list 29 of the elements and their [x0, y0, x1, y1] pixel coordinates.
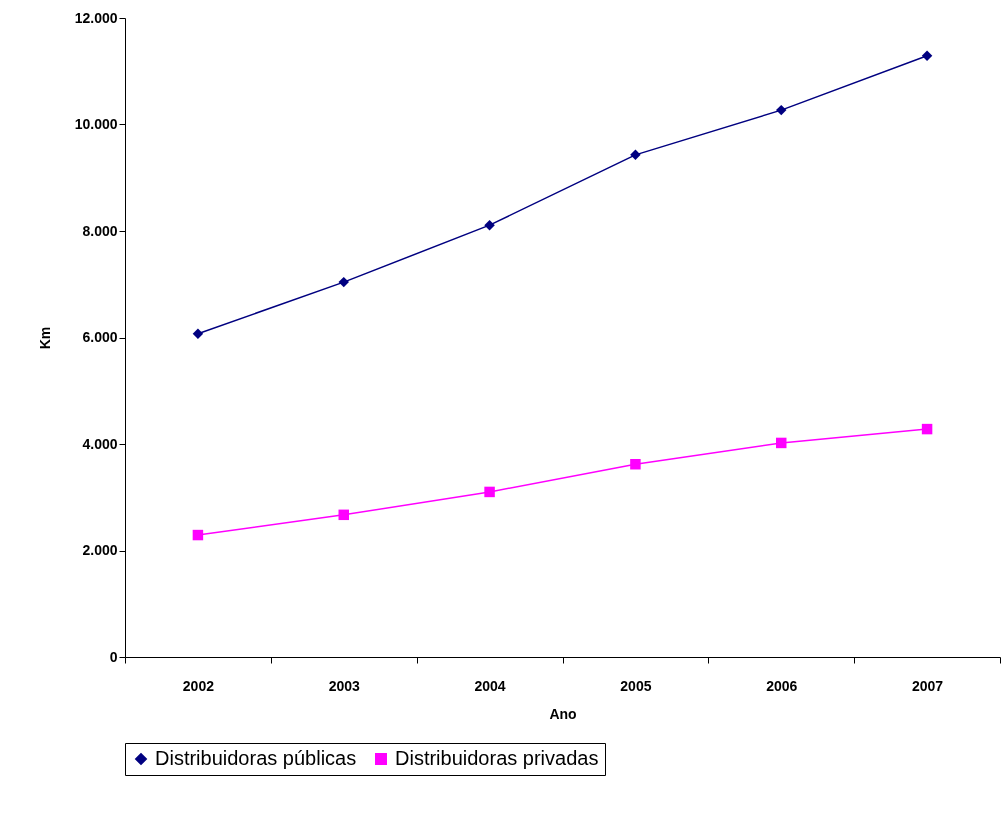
point — [776, 104, 787, 116]
point — [338, 509, 349, 521]
y-tick-label: 12.000 — [74, 9, 118, 26]
x-axis-title: Ano — [549, 705, 577, 722]
legend-label: Distribuidoras públicas — [155, 747, 357, 769]
y-tick-label: 10.000 — [74, 116, 118, 132]
point — [776, 437, 787, 449]
x-tick-label: 2007 — [912, 677, 944, 694]
y-tick-label: 0 — [109, 648, 118, 665]
point — [484, 219, 495, 231]
point — [338, 276, 349, 288]
legend-label: Distribuidoras privadas — [395, 747, 599, 769]
point — [484, 486, 495, 498]
point — [192, 529, 204, 541]
y-tick-label: 6.000 — [82, 329, 118, 345]
point — [921, 50, 933, 62]
x-tick-label: 2004 — [474, 677, 506, 694]
point — [630, 149, 641, 161]
y-tick-label: 2.000 — [82, 542, 118, 558]
x-tick-label: 2005 — [620, 677, 652, 694]
y-tick-label: 4.000 — [82, 435, 118, 452]
x-tick-label: 2002 — [182, 677, 215, 694]
x-tick-label: 2003 — [328, 677, 361, 694]
y-tick-label: 8.000 — [82, 222, 118, 239]
x-tick-label: 2006 — [766, 677, 798, 694]
y-axis-title: Km — [36, 326, 53, 350]
point — [192, 328, 204, 340]
point — [630, 458, 641, 470]
point — [921, 423, 933, 435]
